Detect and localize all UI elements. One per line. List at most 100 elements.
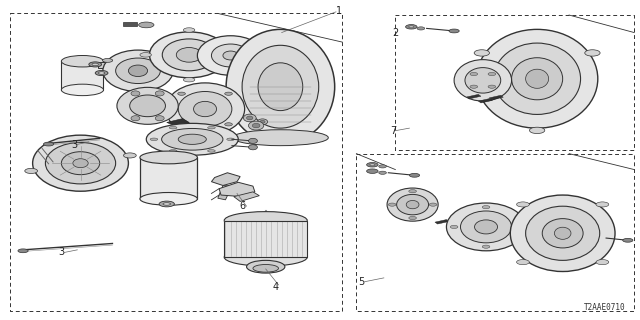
Ellipse shape [409, 216, 417, 220]
Ellipse shape [183, 28, 195, 32]
Ellipse shape [585, 50, 600, 56]
Ellipse shape [248, 121, 264, 130]
Ellipse shape [102, 59, 113, 62]
Ellipse shape [367, 169, 378, 173]
Polygon shape [173, 124, 195, 132]
Ellipse shape [133, 90, 143, 93]
Ellipse shape [529, 127, 545, 133]
Ellipse shape [140, 193, 197, 205]
Ellipse shape [482, 245, 490, 248]
Ellipse shape [511, 58, 563, 100]
Ellipse shape [44, 142, 54, 146]
Ellipse shape [61, 55, 104, 67]
Ellipse shape [139, 22, 154, 28]
Ellipse shape [163, 203, 171, 205]
Ellipse shape [370, 164, 375, 166]
Ellipse shape [147, 123, 238, 155]
Ellipse shape [124, 153, 136, 158]
Ellipse shape [18, 249, 28, 253]
Ellipse shape [176, 48, 202, 62]
Text: 3: 3 [71, 140, 77, 150]
Ellipse shape [516, 202, 529, 207]
Ellipse shape [248, 138, 257, 143]
Ellipse shape [474, 50, 490, 56]
Ellipse shape [388, 203, 396, 206]
Ellipse shape [45, 142, 116, 184]
Ellipse shape [227, 138, 234, 140]
Ellipse shape [246, 260, 285, 273]
Ellipse shape [25, 168, 38, 173]
Ellipse shape [129, 65, 148, 76]
Polygon shape [211, 173, 240, 186]
Bar [224, 220, 307, 257]
Ellipse shape [493, 43, 580, 115]
Ellipse shape [476, 29, 598, 128]
Ellipse shape [116, 58, 161, 84]
Ellipse shape [103, 50, 173, 92]
Ellipse shape [406, 200, 419, 209]
Ellipse shape [242, 45, 319, 128]
Polygon shape [489, 95, 503, 100]
Bar [140, 157, 197, 199]
Ellipse shape [470, 85, 477, 88]
Bar [224, 220, 307, 257]
Text: 5: 5 [358, 277, 365, 287]
Ellipse shape [140, 151, 197, 164]
Ellipse shape [554, 227, 571, 239]
Ellipse shape [150, 138, 158, 140]
Ellipse shape [170, 126, 177, 129]
Ellipse shape [409, 26, 414, 28]
Ellipse shape [461, 211, 511, 243]
Polygon shape [458, 220, 471, 225]
Ellipse shape [207, 126, 215, 129]
Ellipse shape [397, 195, 429, 215]
Ellipse shape [225, 92, 232, 95]
Ellipse shape [163, 59, 173, 62]
Polygon shape [219, 182, 255, 197]
Ellipse shape [253, 265, 278, 272]
Ellipse shape [488, 72, 496, 76]
Ellipse shape [474, 220, 497, 234]
Ellipse shape [257, 119, 268, 124]
Ellipse shape [525, 69, 548, 88]
Ellipse shape [258, 63, 303, 111]
Text: 3: 3 [58, 247, 65, 257]
Polygon shape [435, 220, 449, 224]
Ellipse shape [224, 248, 307, 266]
Ellipse shape [178, 123, 186, 126]
Ellipse shape [211, 44, 250, 67]
Ellipse shape [226, 29, 335, 144]
Ellipse shape [89, 62, 102, 67]
Ellipse shape [482, 205, 490, 209]
Ellipse shape [33, 135, 129, 191]
Bar [61, 61, 103, 90]
Ellipse shape [92, 63, 99, 66]
Ellipse shape [130, 95, 166, 117]
Ellipse shape [248, 145, 257, 150]
Text: 1: 1 [336, 6, 342, 16]
Polygon shape [467, 94, 481, 99]
Polygon shape [218, 186, 232, 200]
Polygon shape [167, 119, 189, 125]
Ellipse shape [159, 201, 174, 207]
Ellipse shape [163, 39, 216, 71]
Ellipse shape [514, 225, 522, 228]
Ellipse shape [465, 68, 500, 93]
Ellipse shape [488, 85, 496, 88]
Text: 6: 6 [239, 201, 245, 211]
Ellipse shape [99, 72, 105, 74]
Ellipse shape [170, 150, 177, 152]
Ellipse shape [454, 60, 511, 101]
Ellipse shape [387, 188, 438, 221]
Ellipse shape [150, 32, 228, 78]
Ellipse shape [156, 116, 164, 121]
Polygon shape [180, 130, 202, 138]
Ellipse shape [596, 260, 609, 265]
Ellipse shape [131, 91, 140, 96]
Ellipse shape [596, 202, 609, 207]
Ellipse shape [623, 238, 633, 242]
Ellipse shape [542, 219, 583, 248]
Ellipse shape [156, 91, 164, 96]
Ellipse shape [227, 52, 238, 57]
Ellipse shape [131, 116, 140, 121]
